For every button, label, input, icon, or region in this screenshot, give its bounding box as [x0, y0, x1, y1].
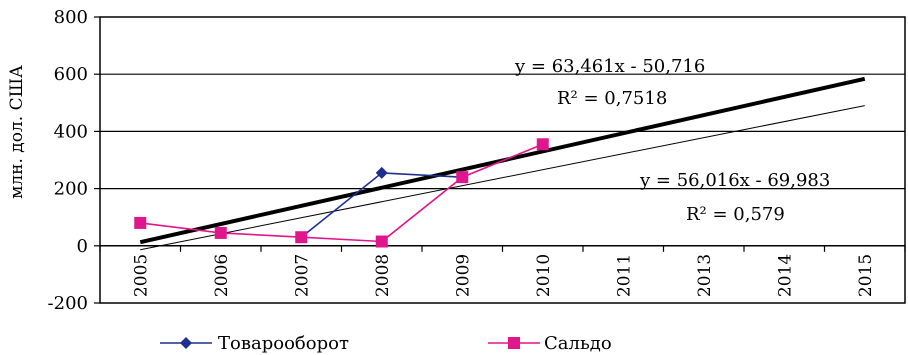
trendline-2-r2: R² = 0,579: [686, 204, 785, 225]
x-tick-label-8: 2014: [775, 254, 795, 297]
legend-marker-diamond: [180, 337, 192, 349]
series-2-point-5: [536, 138, 549, 151]
x-tick-label-5: 2010: [534, 254, 554, 297]
series-2-point-3: [375, 235, 388, 248]
y-tick-label-0: 800: [54, 7, 88, 28]
axis-layer: 800 600 400 200 0 -200 2005 2006 2007 2008 2009 201…: [48, 7, 906, 314]
y-tick-label-4: 0: [77, 236, 88, 257]
x-tick-label-4: 2009: [453, 254, 473, 297]
legend-label-series-1: Товарооборот: [218, 333, 349, 354]
x-tick-label-7: 2013: [695, 254, 715, 297]
legend-item-series-2: Сальдо: [488, 333, 612, 354]
x-tick-label-1: 2006: [212, 254, 232, 297]
x-tick-label-3: 2008: [373, 254, 393, 297]
x-tick-label-6: 2011: [614, 254, 634, 297]
y-tick-label-2: 400: [54, 121, 88, 142]
trendline-1-r2: R² = 0,7518: [557, 88, 667, 109]
series-layer: [134, 138, 549, 248]
series-1-line: [300, 172, 463, 238]
legend-label-series-2: Сальдо: [544, 333, 612, 354]
series-2-line: [140, 143, 544, 243]
legend: Товарооборот Сальдо: [160, 333, 612, 354]
trendline-2-equation: y = 56,016x - 69,983: [639, 170, 830, 191]
plot-area: [99, 16, 906, 304]
series-2-point-4: [456, 171, 469, 184]
y-tick-label-5: -200: [48, 293, 88, 314]
series-1-point-3: [375, 166, 388, 179]
series-2-point-0: [134, 216, 147, 229]
trendline-2: [140, 105, 865, 251]
trendline-1-equation: y = 63,461x - 50,716: [514, 56, 705, 77]
y-tick-label-3: 200: [54, 179, 88, 200]
legend-marker-square: [508, 337, 520, 349]
y-axis-label: млн. дол. США: [7, 65, 27, 199]
y-tick-label-1: 600: [54, 64, 88, 85]
x-tick-label-0: 2005: [131, 254, 151, 297]
label-layer: млн. дол. США y = 63,461x - 50,716 R² = …: [7, 56, 830, 225]
series-2-point-1: [214, 226, 227, 239]
x-tick-label-2: 2007: [292, 254, 312, 297]
legend-item-series-1: Товарооборот: [160, 333, 349, 354]
x-tick-label-9: 2015: [856, 254, 876, 297]
series-2-point-2: [295, 231, 308, 244]
